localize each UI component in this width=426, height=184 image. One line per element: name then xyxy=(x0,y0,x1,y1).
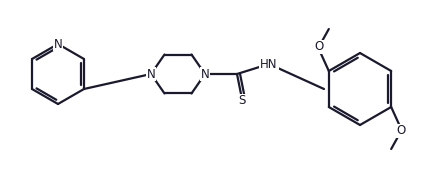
Text: O: O xyxy=(314,40,323,54)
Text: O: O xyxy=(397,125,406,137)
Text: N: N xyxy=(201,68,209,81)
Text: HN: HN xyxy=(260,57,278,70)
Text: N: N xyxy=(54,38,62,50)
Text: S: S xyxy=(238,95,246,107)
Text: N: N xyxy=(147,68,155,81)
